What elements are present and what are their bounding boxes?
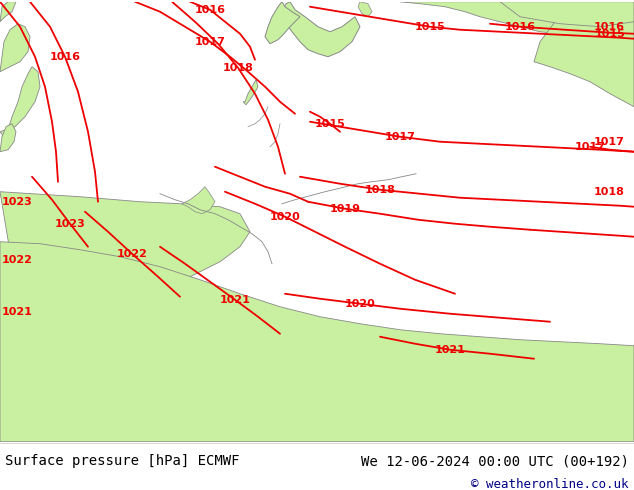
Text: 1023: 1023 xyxy=(55,219,86,229)
Text: 1019: 1019 xyxy=(330,204,361,214)
Text: 1015: 1015 xyxy=(314,119,346,129)
Polygon shape xyxy=(0,2,16,22)
Polygon shape xyxy=(400,2,634,44)
Text: 1017: 1017 xyxy=(195,37,226,47)
Polygon shape xyxy=(0,24,30,72)
Text: 1016: 1016 xyxy=(49,52,81,62)
Polygon shape xyxy=(580,2,634,22)
Text: 1020: 1020 xyxy=(345,299,375,309)
Text: 1017: 1017 xyxy=(385,132,415,142)
Text: 1022: 1022 xyxy=(117,249,148,259)
Text: 1016: 1016 xyxy=(505,22,536,32)
Polygon shape xyxy=(0,192,250,297)
Text: 1015: 1015 xyxy=(594,29,625,39)
Text: 1016: 1016 xyxy=(195,5,226,15)
Text: Surface pressure [hPa] ECMWF: Surface pressure [hPa] ECMWF xyxy=(5,454,240,468)
Polygon shape xyxy=(265,2,300,44)
Text: 1017: 1017 xyxy=(594,137,625,147)
Text: 1022: 1022 xyxy=(2,255,33,265)
Polygon shape xyxy=(500,2,634,27)
Text: 1018: 1018 xyxy=(365,185,396,195)
Polygon shape xyxy=(0,67,40,137)
Text: 1015: 1015 xyxy=(415,22,445,32)
Polygon shape xyxy=(358,2,372,17)
Text: 1016: 1016 xyxy=(594,22,625,32)
Text: 1023: 1023 xyxy=(2,196,33,207)
Text: 1020: 1020 xyxy=(269,212,301,221)
Polygon shape xyxy=(243,80,258,105)
Text: 1018: 1018 xyxy=(223,63,254,73)
Polygon shape xyxy=(282,2,360,57)
Text: 1021: 1021 xyxy=(2,307,33,317)
Polygon shape xyxy=(534,2,634,107)
Text: 1021: 1021 xyxy=(434,345,465,355)
Polygon shape xyxy=(0,242,634,441)
Text: 1021: 1021 xyxy=(219,294,250,305)
Polygon shape xyxy=(0,124,16,152)
Text: 1018: 1018 xyxy=(594,187,625,196)
Text: We 12-06-2024 00:00 UTC (00+192): We 12-06-2024 00:00 UTC (00+192) xyxy=(361,454,629,468)
Text: 1017: 1017 xyxy=(574,142,605,152)
Polygon shape xyxy=(182,187,215,214)
Text: © weatheronline.co.uk: © weatheronline.co.uk xyxy=(472,478,629,490)
